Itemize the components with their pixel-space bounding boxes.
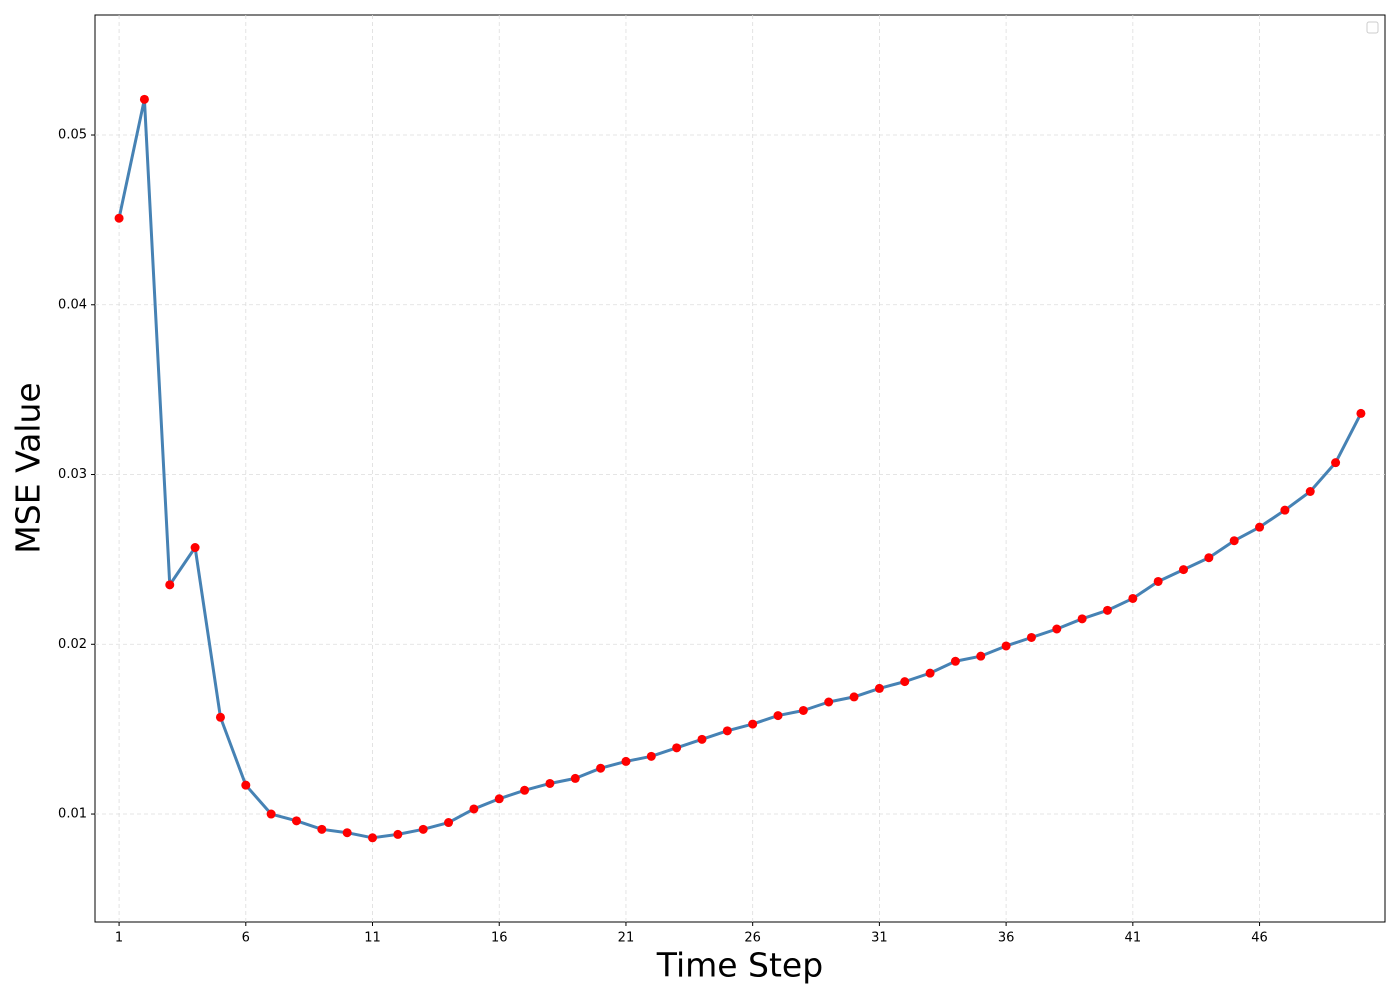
marker (1153, 576, 1163, 586)
marker (773, 711, 783, 721)
marker (494, 794, 504, 804)
y-tick-label: 0.04 (58, 297, 87, 312)
marker (925, 668, 935, 678)
x-tick-label: 21 (618, 931, 635, 946)
marker (368, 833, 378, 843)
y-tick-label: 0.05 (58, 128, 87, 143)
marker (266, 809, 276, 819)
marker (393, 829, 403, 839)
y-axis-label: MSE Value (9, 382, 48, 553)
marker (722, 726, 732, 736)
marker (1204, 553, 1214, 563)
marker (1280, 505, 1290, 515)
x-tick-label: 46 (1251, 931, 1268, 946)
marker (1026, 632, 1036, 642)
marker (976, 651, 986, 661)
x-tick-label: 31 (871, 931, 888, 946)
y-tick-label: 0.01 (58, 807, 87, 822)
marker (748, 719, 758, 729)
marker (646, 751, 656, 761)
x-tick-label: 6 (242, 931, 250, 946)
x-tick-label: 1 (115, 931, 123, 946)
x-axis-label: Time Step (656, 946, 823, 985)
legend-box (1366, 21, 1379, 34)
marker (672, 743, 682, 753)
marker (1102, 605, 1112, 615)
marker (1255, 522, 1265, 532)
marker (444, 818, 454, 828)
marker (874, 683, 884, 693)
marker (469, 804, 479, 814)
marker (241, 780, 251, 790)
marker (317, 824, 327, 834)
plot-frame (94, 14, 1386, 923)
marker (291, 816, 301, 826)
marker (1331, 458, 1341, 468)
marker (798, 705, 808, 715)
marker (824, 697, 834, 707)
marker (621, 756, 631, 766)
x-tick-label: 16 (491, 931, 508, 946)
x-tick-label: 36 (998, 931, 1015, 946)
marker (849, 692, 859, 702)
marker (215, 712, 225, 722)
marker (1179, 565, 1189, 575)
marker (570, 773, 580, 783)
marker (1305, 487, 1315, 497)
marker (190, 543, 200, 553)
marker (520, 785, 530, 795)
marker (342, 828, 352, 838)
x-tick-label: 11 (364, 931, 381, 946)
marker (1052, 624, 1062, 634)
marker (1356, 408, 1366, 418)
x-tick-label: 41 (1125, 931, 1142, 946)
marker (950, 656, 960, 666)
marker (596, 763, 606, 773)
marker (1128, 593, 1138, 603)
marker (697, 734, 707, 744)
marker (139, 94, 149, 104)
marker (1229, 536, 1239, 546)
marker (900, 677, 910, 687)
y-tick-label: 0.02 (58, 637, 87, 652)
marker (1077, 614, 1087, 624)
marker (545, 778, 555, 788)
y-tick-label: 0.03 (58, 467, 87, 482)
marker (165, 580, 175, 590)
marker (1001, 641, 1011, 651)
line (117, 97, 1363, 840)
marker (418, 824, 428, 834)
marker (114, 213, 124, 223)
x-tick-label: 26 (744, 931, 761, 946)
